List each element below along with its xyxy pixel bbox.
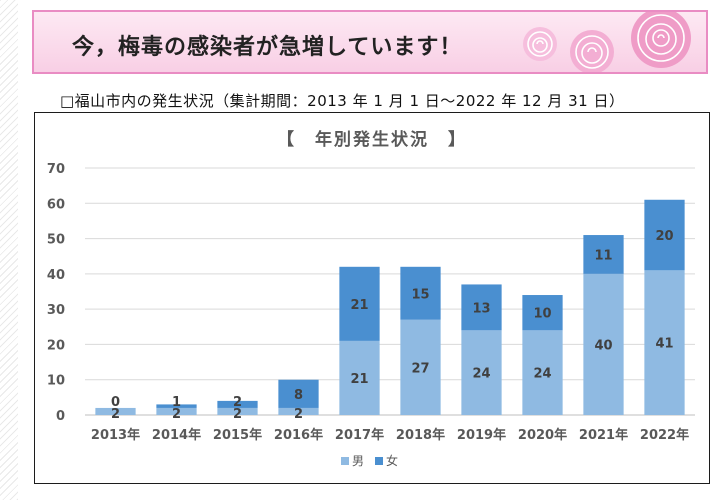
bar-segment: [217, 400, 258, 408]
data-label: 2: [111, 407, 120, 422]
data-label: 2: [233, 407, 242, 422]
data-label: 41: [655, 337, 673, 352]
bars: [95, 199, 685, 415]
bar-segment: [644, 270, 685, 415]
y-tick-label: 50: [47, 233, 65, 248]
y-tick-label: 30: [47, 303, 65, 318]
x-tick-label: 2015年: [213, 427, 262, 443]
bar-segment: [217, 407, 258, 415]
bar-segment: [400, 266, 441, 320]
rose-decoration-icon: [523, 12, 691, 72]
bar-segment: [339, 340, 380, 415]
chart-panel: 【 年別発生状況 】 0 10 20 30 40 50 60 70 2 0 2 1 2 2 2 8 21 21 2…: [34, 112, 710, 484]
period-subtitle: □福山市内の発生状況（集計期間：2013 年 1 月 1 日～2022 年 12…: [60, 92, 625, 110]
bar-segment: [461, 330, 502, 415]
bar-segment: [400, 319, 441, 415]
legend-swatch: [341, 457, 349, 465]
x-tick-label: 2021年: [579, 427, 628, 443]
data-label: 21: [350, 372, 368, 387]
x-tick-label: 2013年: [91, 427, 140, 443]
x-tick-label: 2014年: [152, 427, 201, 443]
bar-segment: [278, 379, 319, 408]
legend-label: 女: [386, 453, 398, 468]
data-label: 24: [472, 367, 490, 382]
data-label: 13: [472, 301, 490, 316]
x-tick-label: 2018年: [396, 427, 445, 443]
x-tick-label: 2020年: [518, 427, 567, 443]
data-label: 0: [111, 395, 120, 410]
x-tick-label: 2016年: [274, 427, 323, 443]
bar-segment: [522, 295, 563, 331]
bar-segment: [339, 266, 380, 341]
decorative-stripe: [0, 0, 18, 500]
data-label: 15: [411, 287, 429, 302]
data-label: 2: [172, 407, 181, 422]
legend-label: 男: [352, 454, 364, 468]
data-label: 11: [594, 248, 612, 263]
bar-segment: [583, 273, 624, 415]
x-tick-label: 2017年: [335, 427, 384, 443]
data-label: 1: [172, 395, 181, 410]
data-label: 2: [294, 407, 303, 422]
bar-segment: [461, 284, 502, 331]
data-label: 24: [533, 367, 551, 382]
y-tick-label: 60: [47, 197, 65, 212]
x-axis-ticks: 2013年 2014年 2015年 2016年 2017年 2018年 2019年 2020年…: [91, 427, 689, 443]
y-tick-label: 40: [47, 268, 65, 283]
y-tick-label: 20: [47, 338, 65, 353]
bar-segment: [644, 199, 685, 271]
y-axis-ticks: 0 10 20 30 40 50 60 70: [47, 162, 65, 424]
chart-title: 【 年別発生状況 】: [277, 129, 467, 150]
data-label: 27: [411, 361, 429, 376]
bar-segment: [156, 407, 197, 415]
y-tick-label: 70: [47, 162, 65, 177]
y-tick-label: 0: [56, 409, 65, 424]
legend-swatch: [375, 457, 383, 465]
headline-title: 今，梅毒の感染者が急増しています！: [72, 35, 463, 60]
legend: 男女: [341, 453, 398, 468]
y-tick-label: 10: [47, 374, 65, 389]
data-label: 40: [594, 338, 612, 353]
data-label: 20: [655, 229, 673, 244]
bar-segment: [583, 235, 624, 274]
x-tick-label: 2022年: [640, 427, 689, 443]
data-label: 8: [294, 388, 303, 403]
bar-segment: [278, 407, 319, 415]
data-label: 2: [233, 395, 242, 410]
bar-segment: [522, 330, 563, 415]
x-tick-label: 2019年: [457, 427, 506, 443]
bar-segment: [156, 404, 197, 408]
data-label: 21: [350, 298, 368, 313]
data-label: 10: [533, 307, 551, 322]
headline-banner: 今，梅毒の感染者が急増しています！: [32, 10, 708, 74]
bar-segment: [95, 407, 136, 415]
